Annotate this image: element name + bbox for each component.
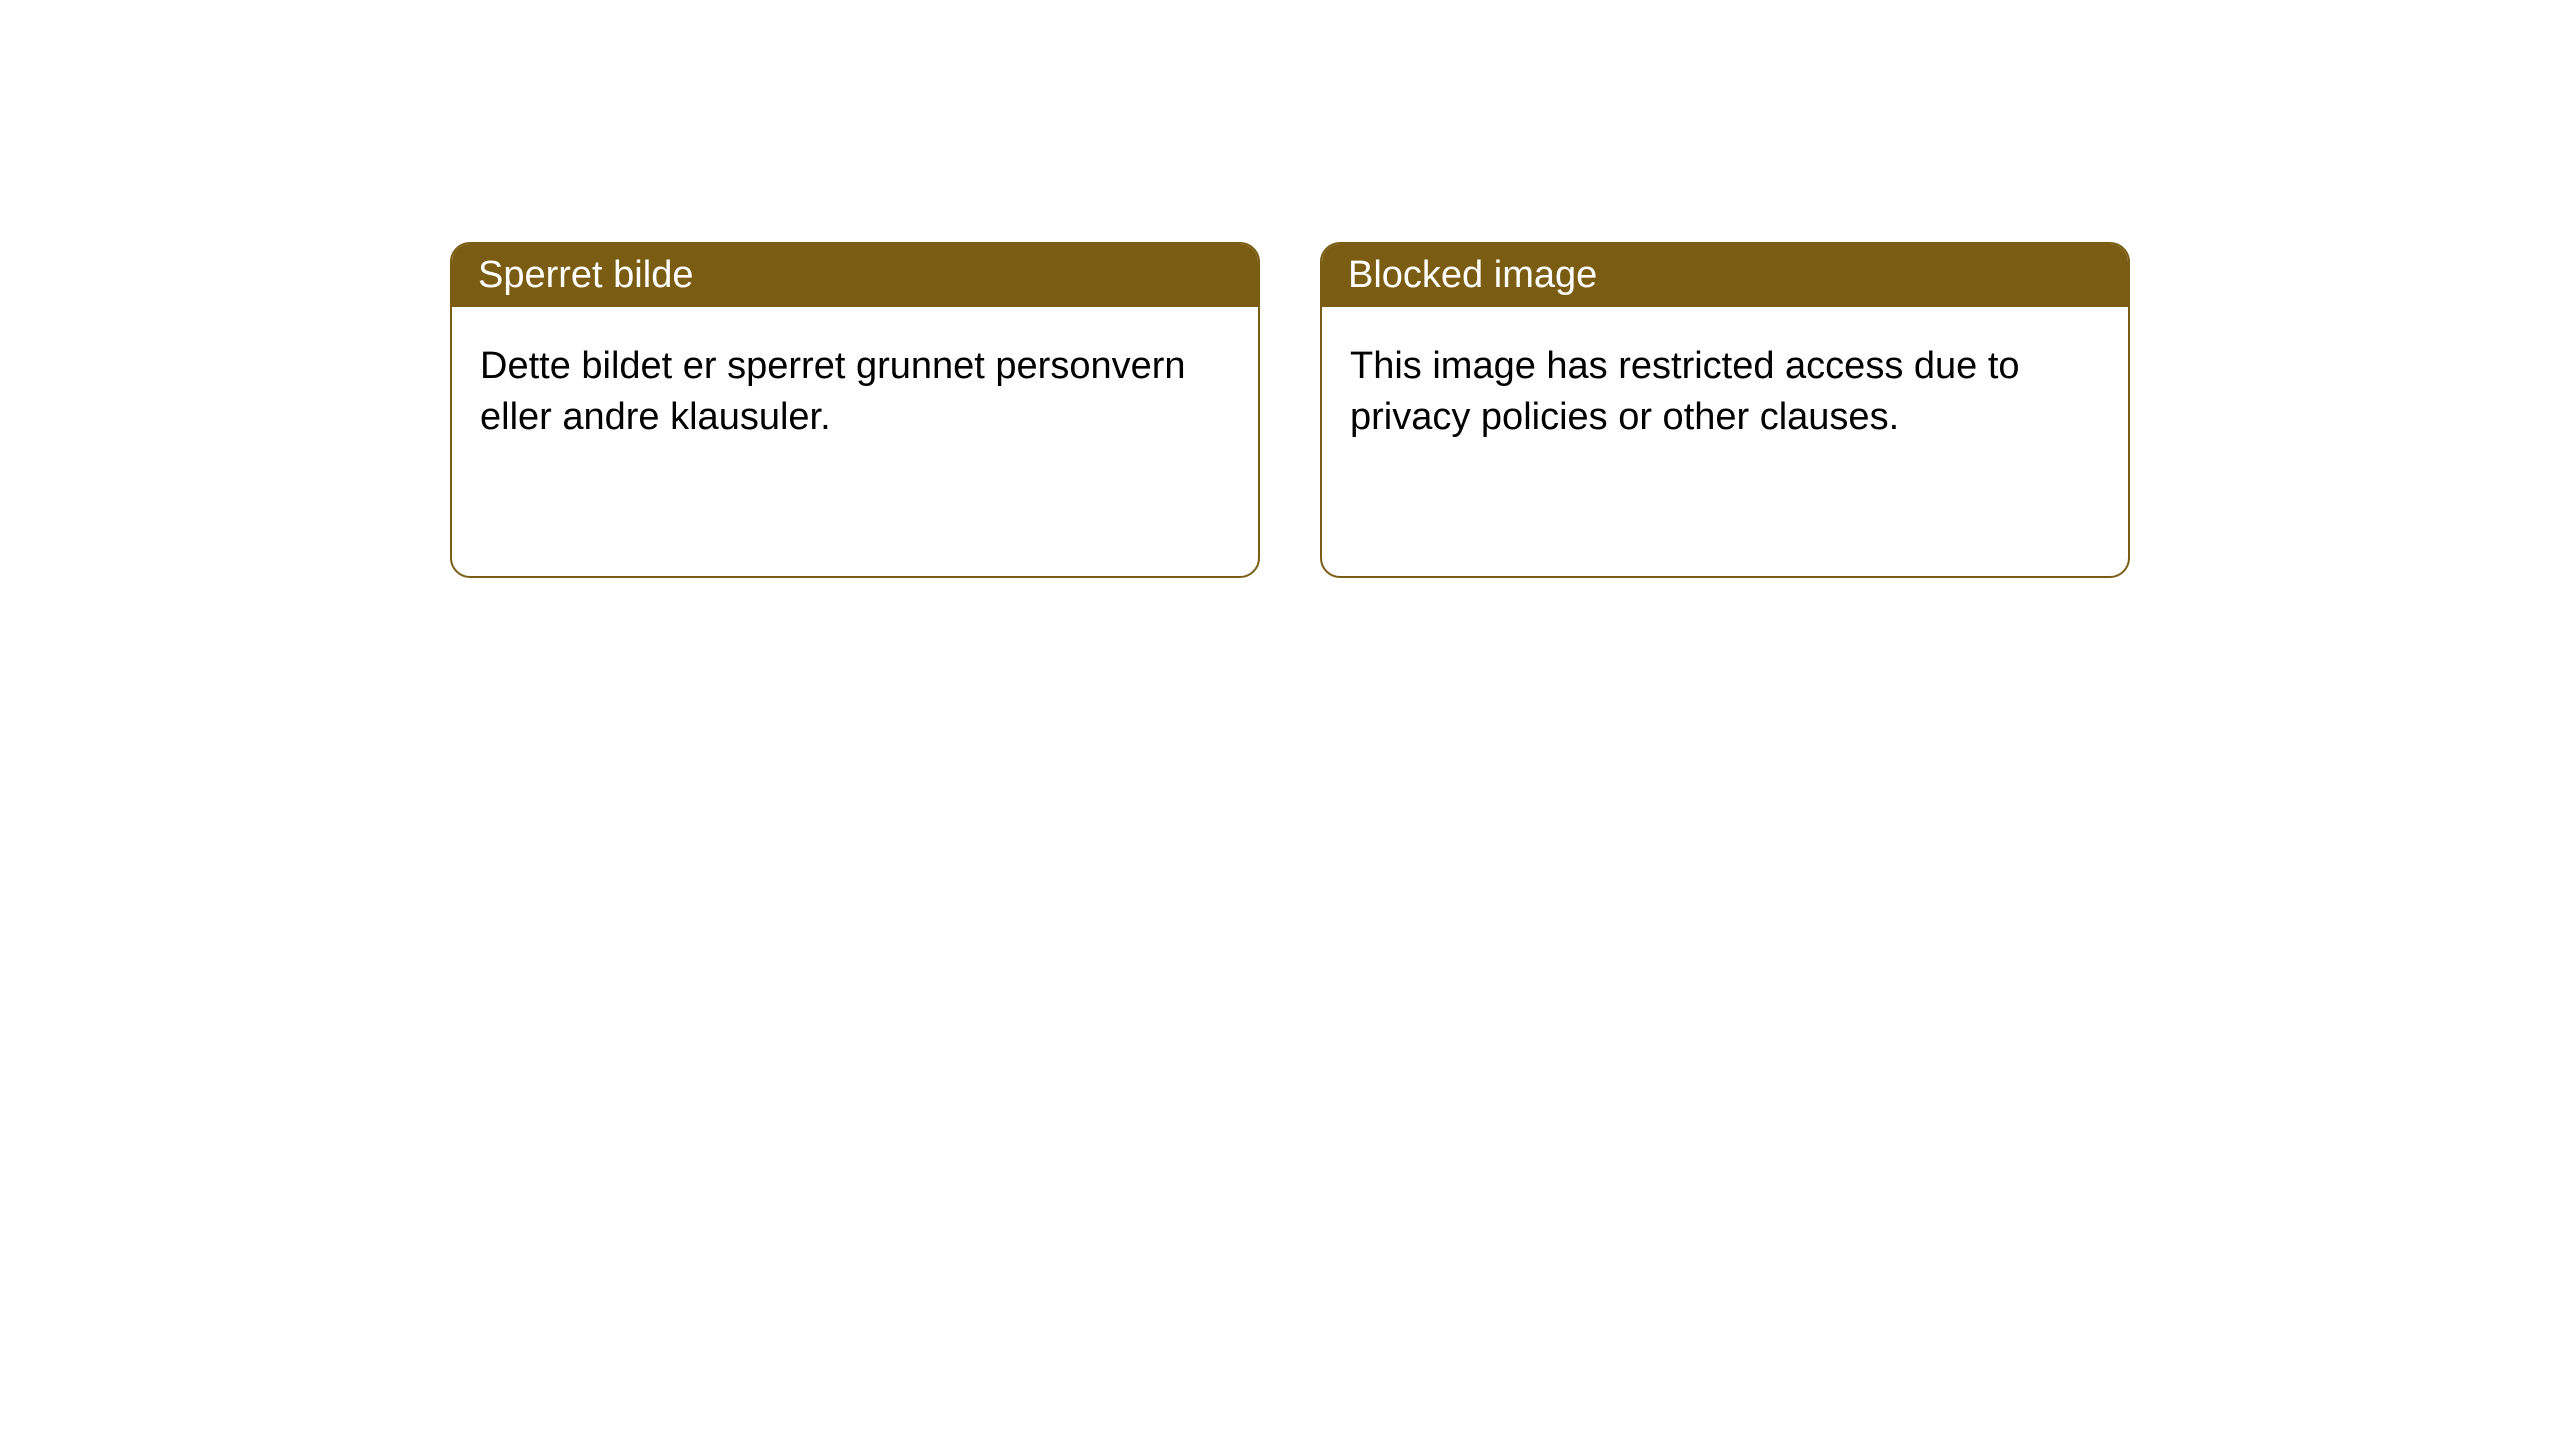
card-title: Blocked image (1348, 254, 1597, 296)
card-body: Dette bildet er sperret grunnet personve… (452, 307, 1258, 478)
notice-container: Sperret bilde Dette bildet er sperret gr… (0, 0, 2560, 578)
card-body-text: Dette bildet er sperret grunnet personve… (480, 345, 1186, 438)
card-header: Sperret bilde (452, 244, 1258, 307)
notice-card-english: Blocked image This image has restricted … (1320, 242, 2130, 578)
card-header: Blocked image (1322, 244, 2128, 307)
card-title: Sperret bilde (478, 254, 693, 296)
card-body-text: This image has restricted access due to … (1350, 345, 2020, 438)
card-body: This image has restricted access due to … (1322, 307, 2128, 478)
notice-card-norwegian: Sperret bilde Dette bildet er sperret gr… (450, 242, 1260, 578)
